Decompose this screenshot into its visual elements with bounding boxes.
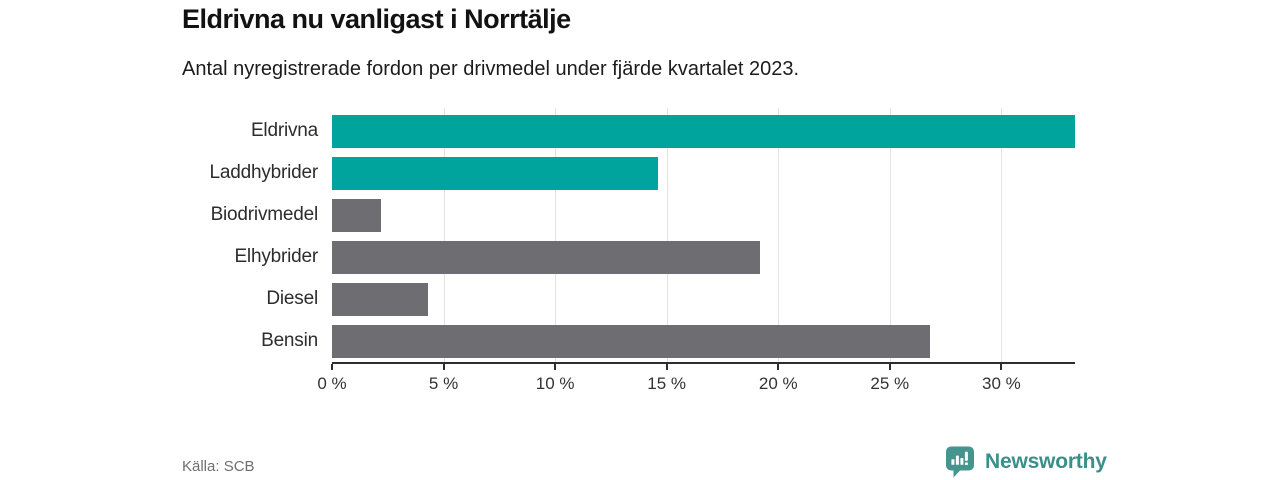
bar-rows: Eldrivna Laddhybrider Biodrivmedel Elhybrid… [182,110,1075,362]
bar-track [332,156,1075,190]
axis-tick-0 [331,364,333,370]
bar-chart: 0 % 5 % 10 % 15 % 20 % 25 % 30 % Eldrivna Laddh… [182,108,1075,408]
axis-tick-5 [442,364,445,370]
gridline-10 [555,108,557,362]
category-label: Laddhybrider [209,162,318,183]
category-label: Bensin [261,330,318,351]
plot-area: 0 % 5 % 10 % 15 % 20 % 25 % 30 % [317,108,1075,393]
gridline-15 [666,108,668,362]
bar-track [332,198,1075,232]
axis-tick-10 [554,364,557,370]
chart-subtitle: Antal nyregistrerade fordon per drivmede… [182,58,800,80]
axis-tick-label-0: 0 % [317,374,347,393]
source-note: Källa: SCB [182,458,255,475]
bar-track [332,324,1075,358]
bar-track [332,114,1075,148]
category-label: Eldrivna [250,120,318,141]
axis-tick-label-30: 30 % [981,374,1021,393]
bar-row: Eldrivna [182,110,1075,152]
bar-laddhybrider [332,156,658,190]
axis-tick-30 [1000,364,1003,370]
gridline-20 [778,108,780,362]
brand-logo: Newsworthy [944,445,1107,478]
axis-tick-label-10: 10 % [535,374,575,393]
bar-row: Elhybrider [182,236,1075,278]
axis-tick-label-20: 20 % [758,374,798,393]
axis-tick-25 [888,364,891,370]
gridline-5 [443,108,445,362]
gridline-25 [889,108,891,362]
bar-bensin [332,324,930,358]
bar-row: Laddhybrider [182,152,1075,194]
bar-diesel [332,282,428,316]
bar-biodrivmedel [332,198,382,232]
axis-tick-label-25: 25 % [870,374,910,393]
newsworthy-icon [946,446,974,478]
gridline-30 [1001,108,1003,362]
x-axis-line [332,362,1075,364]
bar-track [332,240,1075,274]
axis-tick-20 [777,364,780,370]
axis-tick-label-5: 5 % [428,374,459,393]
bar-row: Bensin [182,320,1075,362]
category-label: Elhybrider [234,246,318,267]
bar-row: Diesel [182,278,1075,320]
axis-tick-label-15: 15 % [647,374,687,393]
axis-tick-15 [665,364,668,370]
brand-name: Newsworthy [985,449,1107,473]
bar-row: Biodrivmedel [182,194,1075,236]
bar-elhybrider [332,240,761,274]
category-label: Diesel [266,288,318,309]
bar-eldrivna [332,114,1075,148]
chart-title: Eldrivna nu vanligast i Norrtälje [182,4,571,34]
bar-track [332,282,1075,316]
category-label: Biodrivmedel [210,204,319,225]
